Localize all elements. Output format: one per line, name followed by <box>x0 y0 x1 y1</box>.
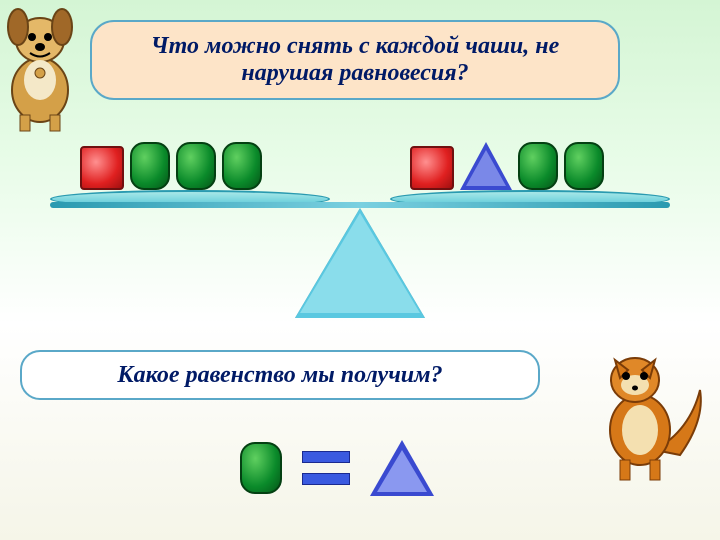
balance-fulcrum <box>295 208 425 318</box>
question-top-bubble: Что можно снять с каждой чаши, не наруша… <box>90 20 620 100</box>
red-square-shape <box>80 146 124 190</box>
green-octagon-shape <box>130 142 170 190</box>
fox-character <box>570 330 710 490</box>
green-octagon-shape <box>564 142 604 190</box>
green-octagon-shape <box>222 142 262 190</box>
red-square-shape <box>410 146 454 190</box>
equals-sign <box>302 451 350 485</box>
question-top-text: Что можно снять с каждой чаши, не наруша… <box>112 33 598 87</box>
green-octagon-shape <box>518 142 558 190</box>
equation-row <box>240 440 434 496</box>
equation-right-triangle <box>370 440 434 496</box>
equation-left-octagon <box>240 442 282 494</box>
dog-character <box>0 5 90 135</box>
balance-scale <box>50 130 670 330</box>
green-octagon-shape <box>176 142 216 190</box>
question-bottom-bubble: Какое равенство мы получим? <box>20 350 540 400</box>
left-pan-shapes <box>80 142 262 190</box>
question-bottom-text: Какое равенство мы получим? <box>117 362 442 389</box>
blue-triangle-shape <box>460 142 512 190</box>
right-pan-shapes <box>410 142 604 190</box>
